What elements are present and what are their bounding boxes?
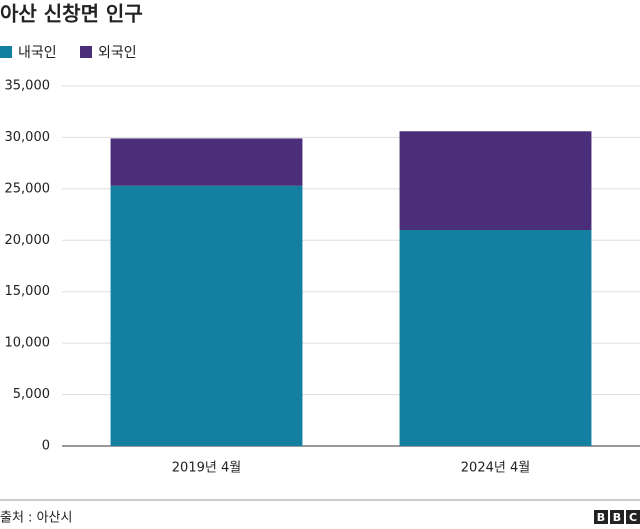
y-tick-label: 30,000 <box>5 130 51 145</box>
logo-letter: B <box>597 511 605 524</box>
y-tick-label: 20,000 <box>5 233 51 248</box>
legend-label: 외국인 <box>98 45 137 61</box>
legend-swatch <box>80 46 92 58</box>
x-tick-label: 2019년 4월 <box>172 461 241 476</box>
y-tick-label: 5,000 <box>13 387 50 402</box>
y-tick-label: 10,000 <box>5 336 51 351</box>
bar-segment <box>110 185 303 446</box>
logo-box <box>610 510 624 524</box>
logo-box <box>594 510 608 524</box>
bar-segment <box>399 131 592 230</box>
source: 출처 : 아산시 <box>0 511 72 526</box>
legend-swatch <box>0 46 12 58</box>
y-tick-label: 35,000 <box>5 79 51 94</box>
y-tick-label: 15,000 <box>5 284 51 299</box>
y-tick-label: 25,000 <box>5 181 51 196</box>
logo-letter: C <box>629 511 637 524</box>
bar-segment <box>399 230 592 446</box>
legend-label: 내국인 <box>18 45 57 61</box>
chart-title: 아산 신창면 인구 <box>0 2 143 26</box>
y-tick-label: 0 <box>42 439 50 454</box>
logo-letter: B <box>613 511 621 524</box>
bar-segment <box>110 138 303 186</box>
logo-box <box>626 510 640 524</box>
x-tick-label: 2024년 4월 <box>461 461 530 476</box>
